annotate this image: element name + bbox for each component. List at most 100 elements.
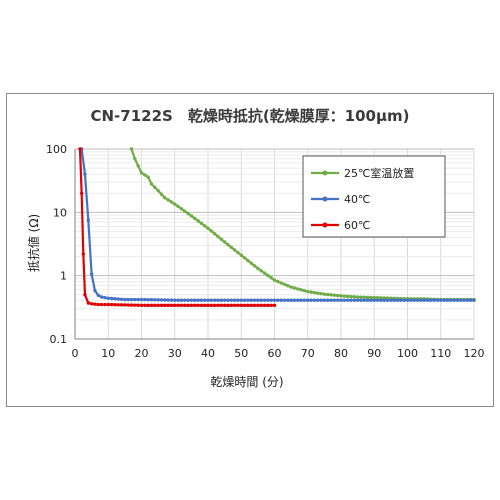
data-point xyxy=(309,290,313,294)
data-point xyxy=(133,297,137,302)
data-point xyxy=(342,298,347,302)
data-point xyxy=(186,298,190,302)
data-point xyxy=(153,185,157,190)
data-point xyxy=(326,292,330,297)
x-tick-label: 50 xyxy=(234,347,248,360)
data-point xyxy=(159,303,164,308)
data-point xyxy=(103,295,107,300)
data-point xyxy=(445,298,450,302)
data-point xyxy=(459,298,463,302)
data-point xyxy=(149,182,154,186)
data-point xyxy=(409,298,413,302)
data-point xyxy=(169,298,174,302)
data-point xyxy=(465,298,470,302)
data-point xyxy=(266,273,270,278)
data-point xyxy=(86,301,91,305)
data-point xyxy=(119,297,124,301)
data-point xyxy=(146,297,150,302)
data-point xyxy=(183,298,187,302)
data-point xyxy=(212,298,217,302)
data-point xyxy=(242,303,247,308)
data-point xyxy=(179,207,184,211)
data-point xyxy=(429,298,433,302)
data-point xyxy=(372,295,376,300)
data-point xyxy=(206,226,210,230)
data-point xyxy=(133,157,137,161)
data-point xyxy=(129,297,134,302)
data-point xyxy=(349,298,353,302)
data-point xyxy=(296,298,300,302)
data-point xyxy=(339,298,343,302)
data-point xyxy=(179,298,184,302)
data-point xyxy=(222,298,227,302)
data-point xyxy=(352,298,356,302)
data-point xyxy=(282,298,287,302)
data-point xyxy=(359,298,363,302)
data-point xyxy=(199,303,204,308)
data-point xyxy=(136,297,140,302)
data-point xyxy=(329,298,333,302)
data-point xyxy=(83,172,87,176)
x-tick-label: 40 xyxy=(201,347,215,360)
data-point xyxy=(189,298,194,302)
data-point xyxy=(183,209,187,213)
data-point xyxy=(139,171,144,175)
data-point xyxy=(299,288,303,292)
data-point xyxy=(395,298,400,302)
data-point xyxy=(166,303,170,308)
legend-label: 60℃ xyxy=(344,219,370,232)
series-2 xyxy=(79,147,476,302)
data-point xyxy=(266,303,270,308)
data-point xyxy=(249,261,253,265)
data-point xyxy=(402,298,406,302)
data-point xyxy=(332,298,337,302)
data-point xyxy=(106,302,110,307)
data-point xyxy=(292,286,297,290)
data-point xyxy=(212,232,217,236)
data-point xyxy=(232,248,237,252)
data-point xyxy=(375,296,380,300)
x-tick-label: 120 xyxy=(464,347,485,360)
data-point xyxy=(269,276,273,280)
data-point xyxy=(196,303,200,308)
data-point xyxy=(292,298,297,302)
data-point xyxy=(345,298,350,302)
data-point xyxy=(302,289,307,293)
data-point xyxy=(116,297,120,301)
data-point xyxy=(246,298,250,302)
data-point xyxy=(322,292,327,296)
data-point xyxy=(312,298,317,302)
x-tick-label: 0 xyxy=(72,347,79,360)
data-point xyxy=(176,298,180,302)
data-point xyxy=(419,298,423,302)
data-point xyxy=(326,298,330,302)
legend-swatch-marker xyxy=(322,196,328,202)
data-point xyxy=(93,302,97,306)
data-point xyxy=(159,298,164,302)
data-point xyxy=(272,298,277,302)
data-point xyxy=(239,253,243,257)
legend-swatch-marker xyxy=(322,222,328,228)
data-point xyxy=(306,298,310,302)
x-tick-label: 90 xyxy=(367,347,381,360)
data-point xyxy=(365,295,370,300)
data-point xyxy=(216,298,220,302)
data-point xyxy=(222,240,227,244)
data-point xyxy=(462,298,466,302)
data-point xyxy=(219,237,223,241)
data-point xyxy=(392,298,396,302)
data-point xyxy=(189,303,194,308)
data-point xyxy=(229,303,233,308)
y-tick-label: 100 xyxy=(46,143,67,156)
data-point xyxy=(176,204,180,209)
data-point xyxy=(269,298,273,302)
data-point xyxy=(169,200,174,204)
data-point xyxy=(226,242,230,247)
data-point xyxy=(385,298,390,302)
data-point xyxy=(435,298,440,302)
legend-label: 40℃ xyxy=(344,193,370,206)
data-point xyxy=(193,298,197,302)
data-point xyxy=(432,298,436,302)
data-point xyxy=(276,279,280,284)
data-point xyxy=(345,294,350,299)
